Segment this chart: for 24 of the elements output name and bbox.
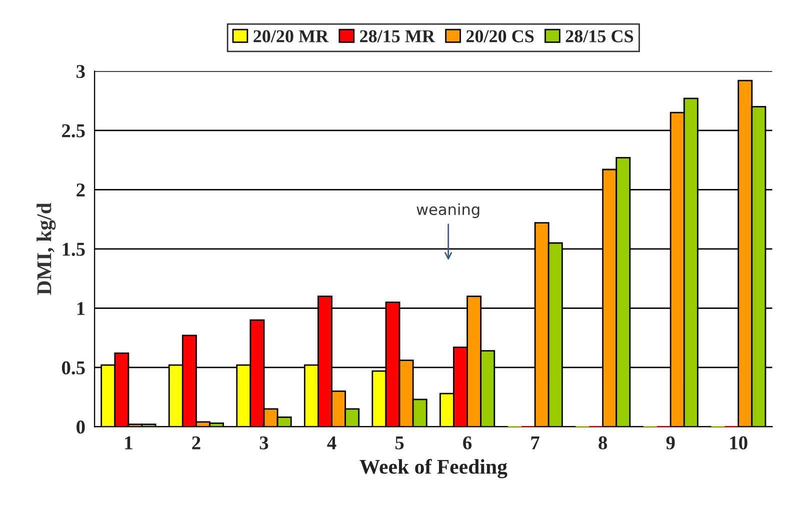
- y-tick-label: 1.5: [62, 242, 85, 256]
- legend-label: 20/20 MR: [254, 30, 329, 42]
- y-tick-label: 1: [77, 302, 85, 315]
- x-tick-label: 9: [666, 436, 675, 450]
- annotation: weaning: [416, 203, 480, 218]
- legend-label: 28/15 MR: [360, 30, 436, 42]
- x-tick-label: 2: [192, 436, 200, 450]
- x-tick-label: 4: [327, 436, 336, 450]
- y-tick-label: 3: [76, 64, 85, 78]
- legend-label: 20/20 CS: [466, 30, 534, 42]
- x-tick-label: 5: [395, 436, 404, 450]
- x-tick-label: 3: [260, 436, 268, 450]
- y-tick-label: 0: [76, 420, 85, 434]
- x-axis-title: Week of Feeding: [360, 458, 508, 478]
- y-axis-title: DMI, kg/d: [36, 202, 56, 295]
- x-tick-label: 10: [730, 436, 748, 450]
- x-tick-label: 8: [598, 436, 608, 450]
- x-tick-label: 7: [531, 436, 540, 450]
- legend-label: 28/15 CS: [566, 30, 634, 42]
- y-tick-label: 2: [76, 184, 85, 196]
- y-tick-label: 2.5: [62, 124, 85, 138]
- x-tick-label: 6: [463, 436, 472, 450]
- y-tick-label: 0.5: [62, 361, 85, 374]
- x-tick-label: 1: [125, 436, 132, 450]
